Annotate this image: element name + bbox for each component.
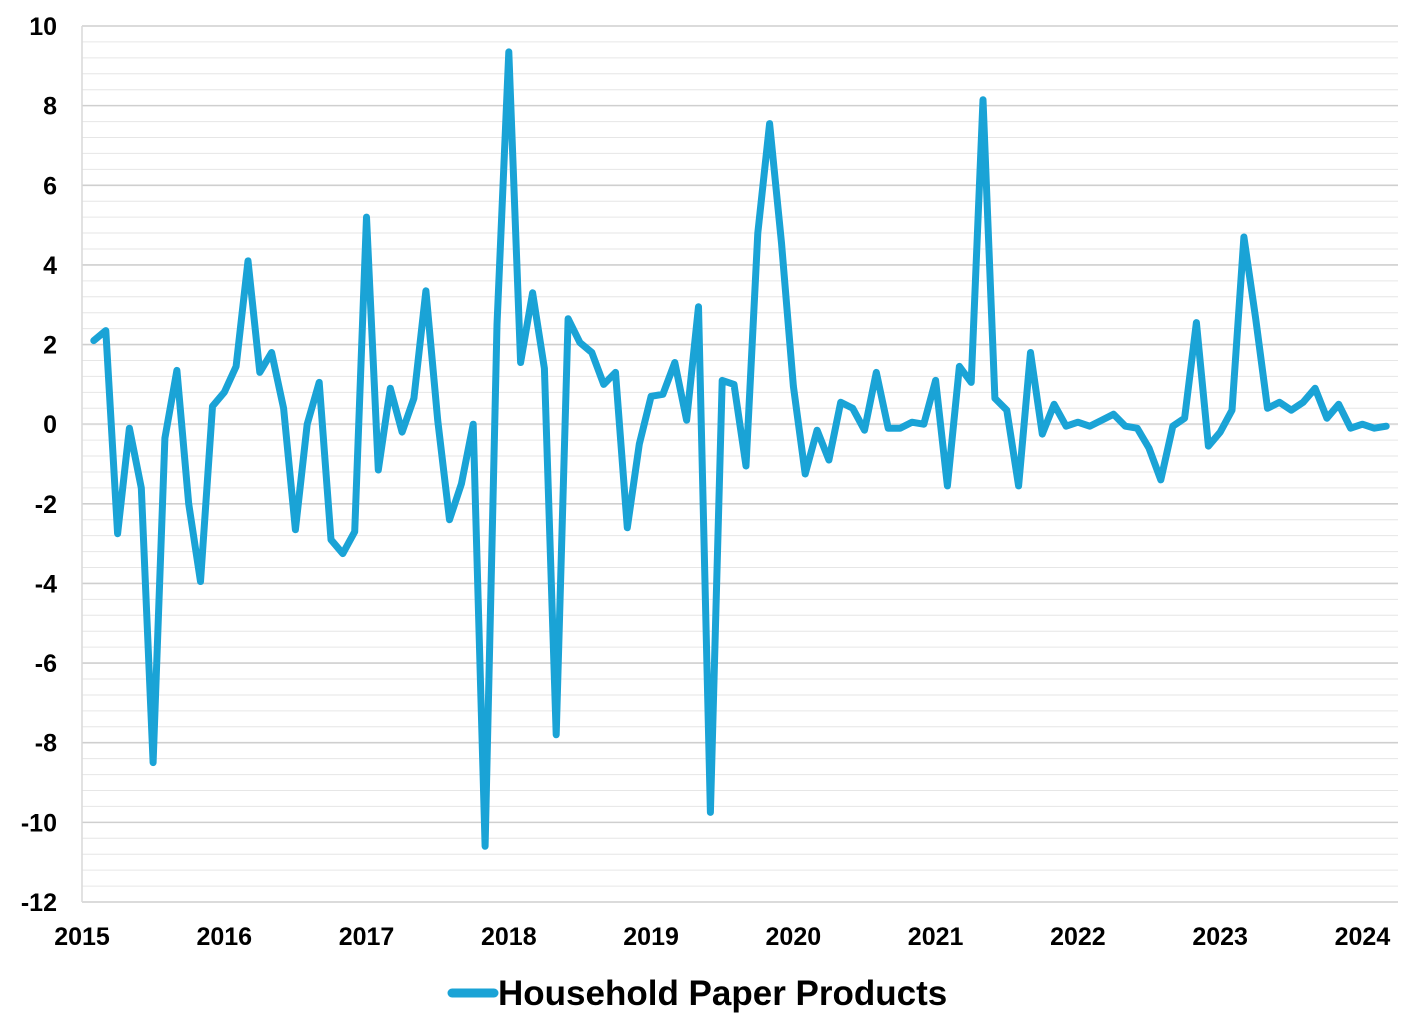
- grid-lines: [81, 25, 1398, 903]
- legend-label: Household Paper Products: [498, 974, 947, 1013]
- legend: Household Paper Products: [447, 974, 947, 1013]
- y-tick-label: -2: [35, 491, 57, 519]
- y-tick-label: 0: [43, 411, 57, 439]
- x-tick-label: 2015: [54, 923, 110, 951]
- x-tick-label: 2017: [339, 923, 395, 951]
- y-tick-label: -12: [21, 889, 57, 917]
- x-axis-ticks: 2015 2016 2017 2018 2019 2020 2021 2022 2023 2024: [54, 923, 1390, 951]
- x-tick-label: 2019: [623, 923, 679, 951]
- y-axis-ticks: 10 8 6 4 2 0 -2 -4 -6 -8 -10 -12: [21, 13, 57, 917]
- y-tick-label: -10: [21, 809, 57, 837]
- x-tick-label: 2018: [481, 923, 537, 951]
- y-tick-label: -4: [35, 570, 57, 598]
- y-tick-label: 10: [29, 13, 57, 41]
- y-tick-label: -6: [35, 650, 57, 678]
- y-tick-label: 8: [43, 93, 57, 121]
- x-tick-label: 2023: [1192, 923, 1248, 951]
- x-tick-label: 2022: [1050, 923, 1106, 951]
- series-line-household-paper-products: [90, 48, 1390, 850]
- x-tick-label: 2021: [908, 923, 964, 951]
- x-tick-label: 2024: [1335, 923, 1391, 951]
- x-tick-label: 2016: [196, 923, 252, 951]
- y-tick-label: 6: [43, 172, 57, 200]
- x-tick-label: 2020: [766, 923, 822, 951]
- y-tick-label: -8: [35, 730, 57, 758]
- y-tick-label: 2: [43, 332, 57, 360]
- y-tick-label: 4: [43, 252, 57, 280]
- series-layer: [90, 48, 1390, 850]
